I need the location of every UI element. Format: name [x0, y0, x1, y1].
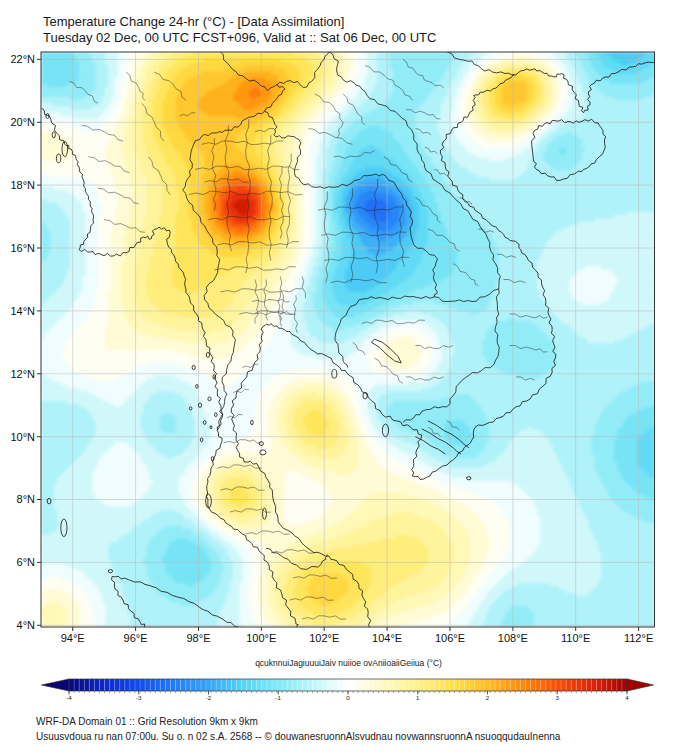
svg-text:Usuusvdoua ru nan 07:00u. Su o: Usuusvdoua ru nan 07:00u. Su o. n 02 s.A… [36, 731, 561, 742]
svg-text:-4: -4 [66, 694, 72, 701]
svg-text:Temperature Change 24-hr (°C): Temperature Change 24-hr (°C) - [Data As… [43, 14, 344, 29]
svg-text:96°E: 96°E [124, 632, 148, 644]
svg-text:WRF-DA Domain 01 :: Grid Resol: WRF-DA Domain 01 :: Grid Resolution 9km … [36, 716, 258, 727]
svg-text:3: 3 [556, 694, 560, 701]
svg-text:18°N: 18°N [10, 179, 35, 191]
svg-text:102°E: 102°E [309, 632, 339, 644]
svg-text:qcuknnuiJagiuuuiJaiv nuiioe ov: qcuknnuiJagiuuuiJaiv nuiioe ovAniioaiiGe… [255, 658, 442, 668]
svg-text:94°E: 94°E [61, 632, 85, 644]
svg-text:112°E: 112°E [624, 632, 653, 644]
svg-text:Tuesday 02 Dec, 00 UTC FCST+09: Tuesday 02 Dec, 00 UTC FCST+096, Valid a… [43, 30, 436, 45]
svg-text:6°N: 6°N [17, 556, 36, 568]
svg-text:100°E: 100°E [246, 632, 276, 644]
svg-text:4: 4 [625, 694, 629, 701]
svg-text:22°N: 22°N [10, 53, 35, 65]
svg-text:2: 2 [486, 694, 490, 701]
svg-text:0: 0 [346, 694, 350, 701]
svg-text:16°N: 16°N [10, 242, 35, 254]
svg-text:12°N: 12°N [10, 368, 35, 380]
svg-text:20°N: 20°N [10, 116, 35, 128]
svg-text:10°N: 10°N [10, 431, 35, 443]
svg-text:8°N: 8°N [17, 493, 36, 505]
svg-text:4°N: 4°N [17, 619, 36, 631]
svg-text:1: 1 [416, 694, 420, 701]
svg-text:106°E: 106°E [435, 632, 465, 644]
svg-text:-3: -3 [136, 694, 142, 701]
svg-text:104°E: 104°E [372, 632, 402, 644]
svg-text:14°N: 14°N [10, 305, 35, 317]
svg-text:98°E: 98°E [187, 632, 211, 644]
svg-text:-1: -1 [275, 694, 281, 701]
svg-text:-2: -2 [206, 694, 212, 701]
svg-text:110°E: 110°E [561, 632, 590, 644]
svg-text:108°E: 108°E [498, 632, 528, 644]
